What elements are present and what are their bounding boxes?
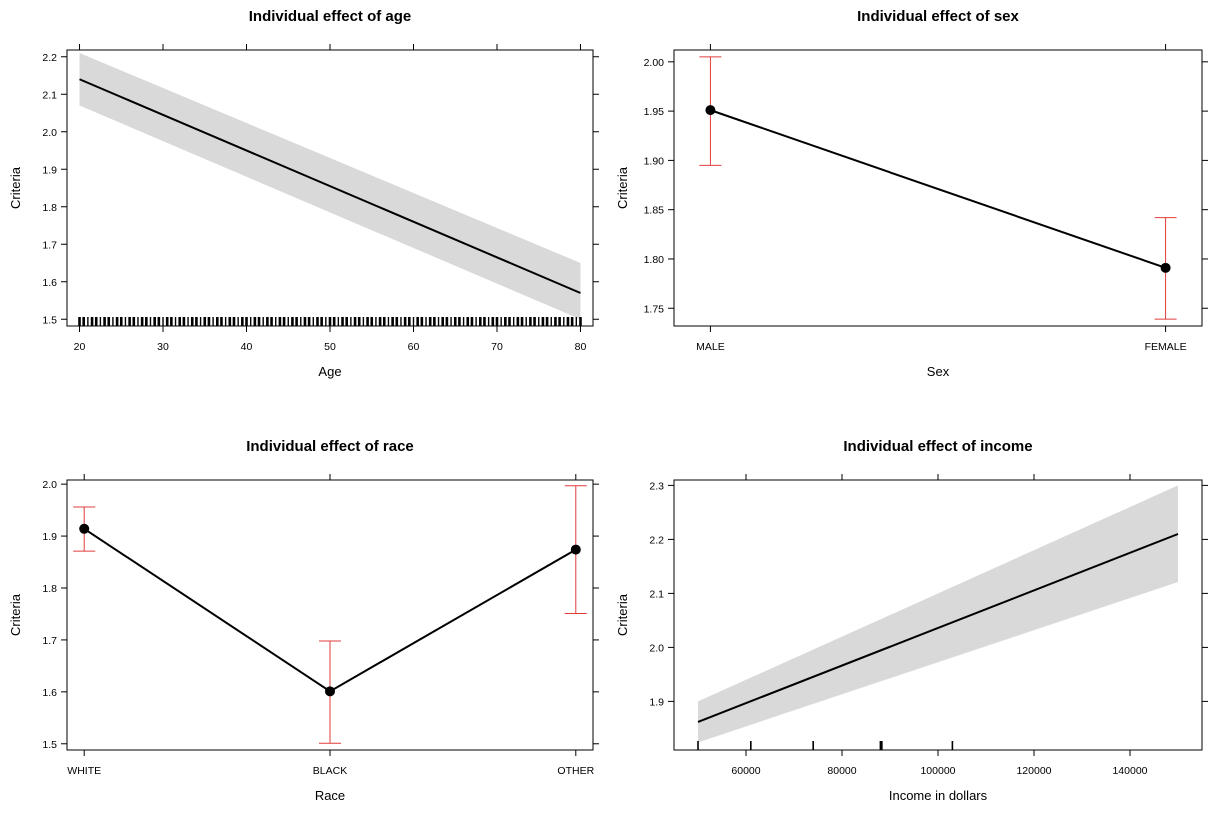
x-axis-label: Income in dollars <box>889 788 988 803</box>
x-tick-label: 120000 <box>1016 765 1051 777</box>
x-tick-label: WHITE <box>67 765 101 777</box>
y-tick-label: 1.9 <box>42 164 57 176</box>
panel-3: Individual effect of race WHITE BLACK OTHER… <box>8 438 599 803</box>
chart-title: Individual effect of race <box>246 438 414 455</box>
y-tick-label: 2.0 <box>42 127 57 139</box>
y-tick-label: 1.7 <box>42 635 57 647</box>
x-axis-label: Age <box>318 364 341 379</box>
chart-title: Individual effect of age <box>249 8 412 25</box>
rug-marks <box>78 317 582 326</box>
x-tick-label: 80 <box>575 341 587 353</box>
y-tick-label: 1.75 <box>644 303 665 315</box>
x-tick-label: 60000 <box>731 765 760 777</box>
plot-frame <box>673 49 1203 327</box>
x-axis-label: Race <box>315 788 345 803</box>
chart-title: Individual effect of sex <box>857 8 1019 25</box>
y-axis-label: Criteria <box>8 166 23 209</box>
y-tick-label: 2.1 <box>42 89 57 101</box>
y-tick-label: 1.85 <box>644 205 665 217</box>
y-tick-label: 1.8 <box>42 583 57 595</box>
data-point <box>325 686 335 697</box>
data-point <box>1160 262 1171 273</box>
y-tick-label: 2.0 <box>42 479 57 491</box>
y-tick-label: 1.6 <box>42 687 57 699</box>
y-tick-label: 1.90 <box>644 155 665 167</box>
x-tick-label: MALE <box>696 341 725 353</box>
panel-2: Individual effect of sex MALE FEMALE 1.75 1.… <box>615 8 1208 379</box>
y-tick-label: 1.7 <box>42 239 57 251</box>
y-tick-label: 2.1 <box>649 588 664 600</box>
effect-line <box>79 78 581 294</box>
y-tick-label: 2.3 <box>649 480 664 492</box>
y-tick-label: 1.80 <box>644 254 665 266</box>
x-tick-label: OTHER <box>557 765 594 777</box>
y-tick-label: 1.95 <box>644 106 665 118</box>
x-tick-label: 70 <box>491 341 503 353</box>
y-tick-label: 1.9 <box>649 696 664 708</box>
y-tick-label: 1.8 <box>42 202 57 214</box>
y-tick-label: 1.5 <box>42 314 57 326</box>
x-tick-label: 30 <box>157 341 169 353</box>
y-tick-label: 1.6 <box>42 277 57 289</box>
x-tick-label: 140000 <box>1112 765 1147 777</box>
y-tick-label: 1.5 <box>42 739 57 751</box>
x-tick-label: FEMALE <box>1145 341 1187 353</box>
x-tick-label: 40 <box>241 341 253 353</box>
data-point <box>570 544 581 555</box>
x-tick-label: 100000 <box>920 765 955 777</box>
y-axis-label: Criteria <box>8 593 23 636</box>
x-tick-label: BLACK <box>313 765 347 777</box>
y-tick-label: 2.00 <box>644 57 665 69</box>
x-tick-label: 20 <box>74 341 86 353</box>
x-tick-label: 80000 <box>827 765 856 777</box>
data-point <box>705 105 716 116</box>
y-tick-label: 1.9 <box>42 531 57 543</box>
chart-title: Individual effect of income <box>843 438 1032 455</box>
y-tick-label: 2.2 <box>42 52 57 64</box>
panel-4: Individual effect of income 60000 80000 100… <box>615 438 1208 803</box>
confidence-band <box>698 485 1178 743</box>
effect-line <box>710 109 1166 269</box>
y-axis-label: Criteria <box>615 593 630 636</box>
x-tick-label: 50 <box>324 341 336 353</box>
effect-line <box>697 533 1179 723</box>
y-tick-label: 2.0 <box>649 642 664 654</box>
y-axis-label: Criteria <box>615 166 630 209</box>
panel-1: Individual effect of age 20 30 40 50 60 70 80 1.… <box>8 8 599 379</box>
rug-marks <box>697 741 954 750</box>
data-point <box>79 523 90 534</box>
x-tick-label: 60 <box>408 341 420 353</box>
x-axis-label: Sex <box>927 364 950 379</box>
y-tick-label: 2.2 <box>649 534 664 546</box>
